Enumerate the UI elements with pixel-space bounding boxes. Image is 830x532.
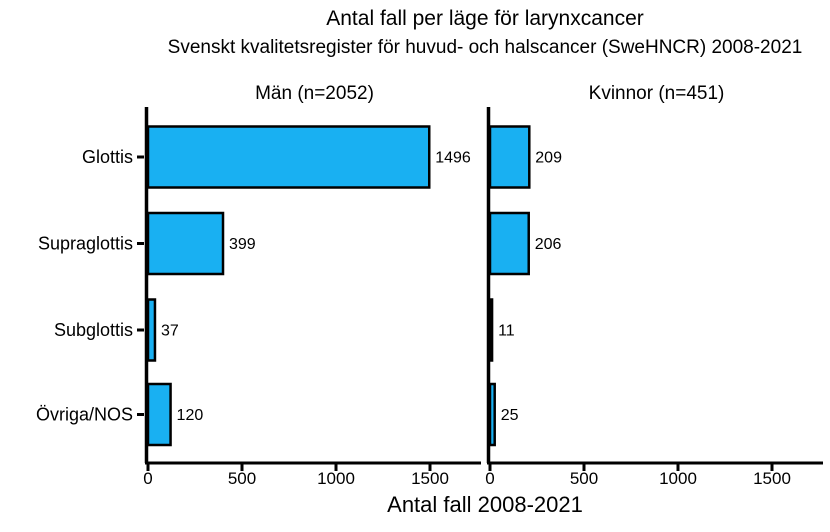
category-label-glottis: Glottis xyxy=(82,147,133,167)
x-tick-label-man-1500: 1500 xyxy=(411,469,449,488)
value-label-man-subglottis: 37 xyxy=(161,323,179,340)
bar-kvinnor-glottis xyxy=(490,127,529,188)
chart-title: Antal fall per läge för larynxcancer xyxy=(326,7,644,30)
value-label-kvinnor-supraglottis: 206 xyxy=(535,236,562,253)
value-label-kvinnor-subglottis: 11 xyxy=(498,323,515,340)
category-label-supraglottis: Supraglottis xyxy=(38,234,133,254)
x-tick-label-kvinnor-1000: 1000 xyxy=(659,469,697,488)
bar-man-ovriga-nos xyxy=(148,384,171,445)
panel-header-man: Män (n=2052) xyxy=(255,83,374,104)
value-label-man-glottis: 1496 xyxy=(435,150,471,167)
panels-group: Män (n=2052) 0 500 1000 1500 Glottis 1496 Supra… xyxy=(36,83,823,488)
x-tick-label-kvinnor-0: 0 xyxy=(485,469,494,488)
value-label-man-ovriga-nos: 120 xyxy=(177,407,204,424)
value-label-kvinnor-glottis: 209 xyxy=(535,150,562,167)
chart-subtitle: Svenskt kvalitetsregister för huvud- och… xyxy=(168,37,803,58)
category-label-ovriga-nos: Övriga/NOS xyxy=(36,405,133,425)
bar-man-subglottis xyxy=(148,300,155,361)
bar-kvinnor-supraglottis xyxy=(490,213,529,274)
chart-container: Antal fall per läge för larynxcancer Sve… xyxy=(0,0,830,532)
bar-man-glottis xyxy=(148,127,429,188)
x-tick-label-kvinnor-500: 500 xyxy=(570,469,598,488)
panel-header-kvinnor: Kvinnor (n=451) xyxy=(589,83,725,104)
bar-kvinnor-subglottis xyxy=(490,300,492,361)
x-tick-label-man-1000: 1000 xyxy=(317,469,355,488)
value-label-man-supraglottis: 399 xyxy=(229,236,256,253)
chart-canvas: Antal fall per läge för larynxcancer Sve… xyxy=(0,0,830,532)
x-tick-label-kvinnor-1500: 1500 xyxy=(753,469,791,488)
x-axis-label: Antal fall 2008-2021 xyxy=(387,492,583,517)
bar-man-supraglottis xyxy=(148,213,223,274)
value-label-kvinnor-ovriga-nos: 25 xyxy=(501,407,519,424)
x-tick-label-man-0: 0 xyxy=(143,469,152,488)
bar-kvinnor-ovriga-nos xyxy=(490,384,495,445)
x-tick-label-man-500: 500 xyxy=(228,469,256,488)
category-label-subglottis: Subglottis xyxy=(54,320,133,340)
